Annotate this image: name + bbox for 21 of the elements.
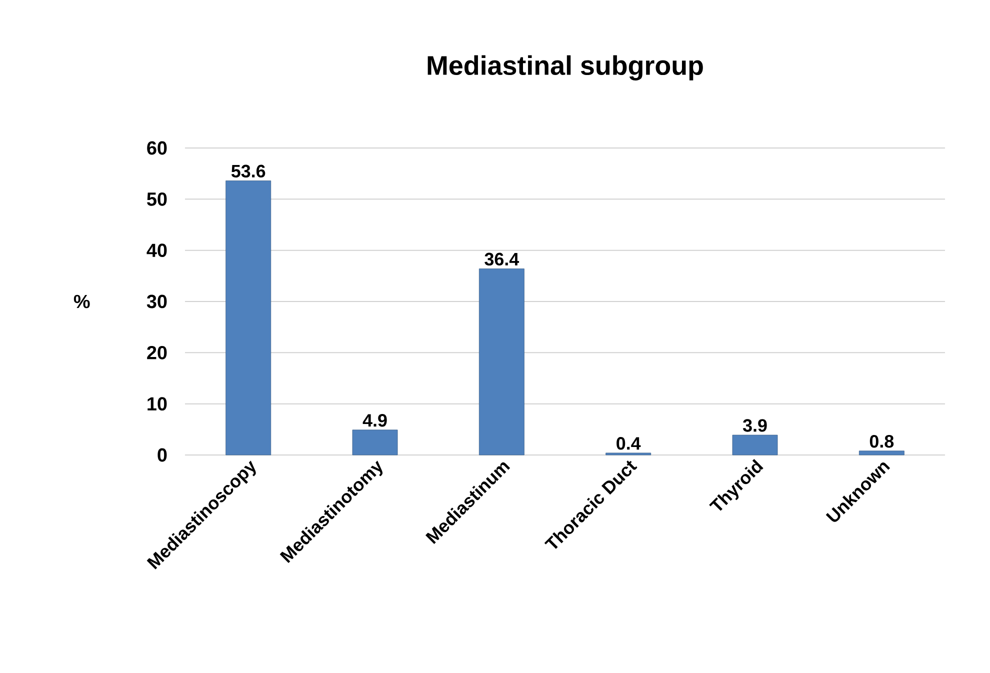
data-label: 3.9 xyxy=(742,419,767,432)
bar xyxy=(858,450,904,456)
data-label: 53.6 xyxy=(231,164,266,178)
y-tick-label: 20 xyxy=(147,346,167,360)
bar xyxy=(606,452,652,456)
y-axis-title: % xyxy=(74,294,90,308)
y-tick-label: 60 xyxy=(147,141,167,155)
y-tick-label: 50 xyxy=(147,192,167,206)
bar xyxy=(732,434,778,456)
y-tick-label: 0 xyxy=(158,448,167,462)
data-label: 36.4 xyxy=(484,252,520,266)
data-label: 4.9 xyxy=(362,414,387,427)
data-label: 0.8 xyxy=(870,434,894,448)
y-tick-label: 30 xyxy=(146,294,167,308)
bar xyxy=(478,268,524,456)
y-tick-label: 10 xyxy=(148,397,167,411)
chart-title: Mediastinal subgroup xyxy=(428,55,703,80)
data-label: 0.4 xyxy=(616,437,641,450)
y-tick-label: 40 xyxy=(146,244,167,258)
bar xyxy=(226,180,272,456)
bar xyxy=(352,430,398,456)
